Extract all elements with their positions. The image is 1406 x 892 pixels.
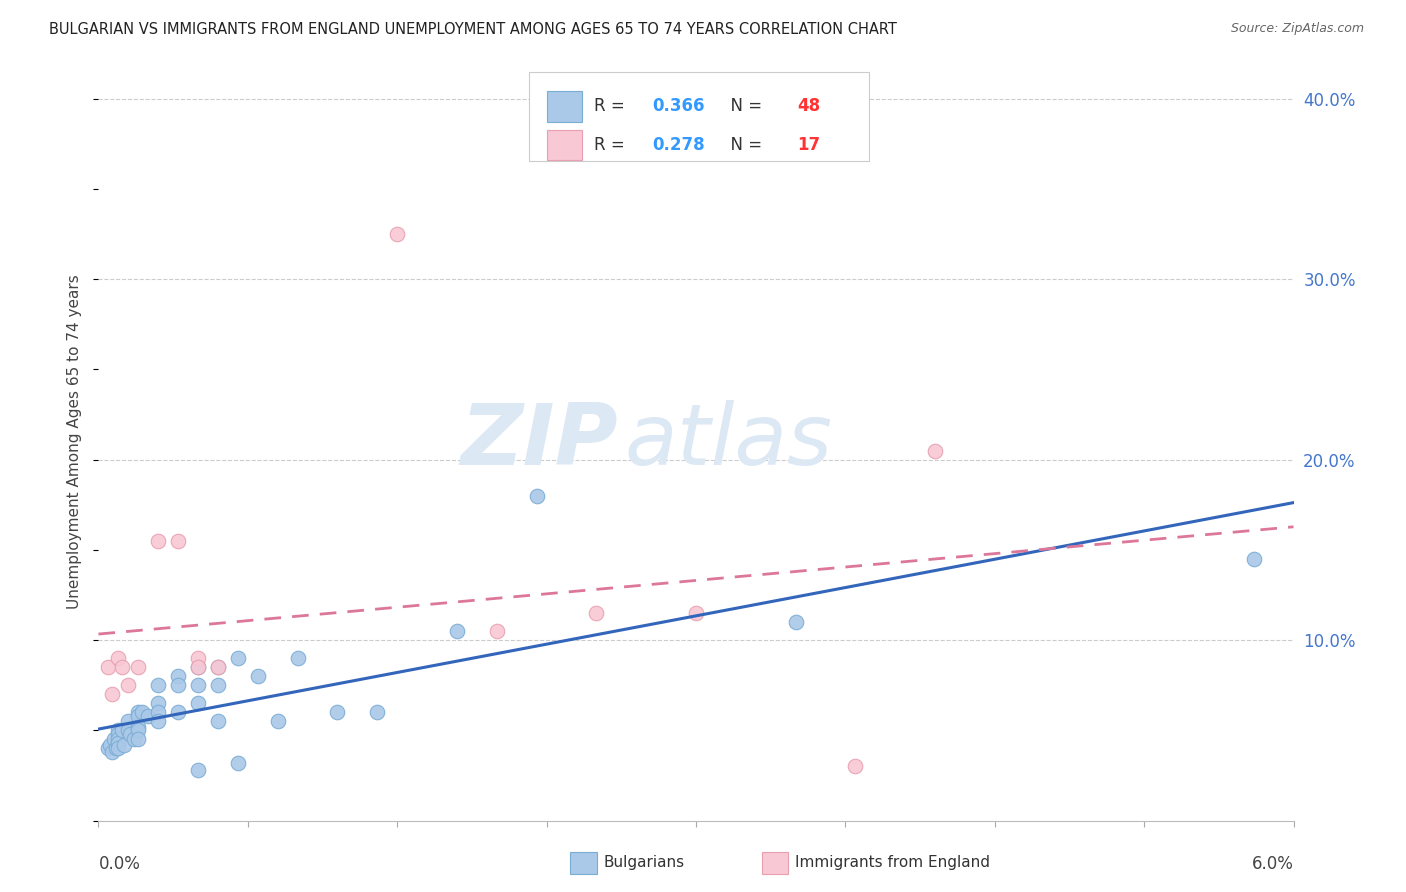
Point — [97, 741, 120, 756]
Point — [98, 738, 122, 752]
Point — [107, 651, 129, 665]
Point — [167, 678, 190, 692]
Point — [101, 745, 124, 759]
Point — [187, 660, 209, 674]
Text: R =: R = — [595, 136, 630, 154]
Point — [366, 706, 388, 720]
Point — [124, 732, 146, 747]
Text: 17: 17 — [797, 136, 821, 154]
Text: Bulgarians: Bulgarians — [605, 855, 685, 870]
Text: 48: 48 — [797, 97, 821, 115]
Bar — [547, 129, 582, 160]
Point — [148, 706, 170, 720]
Text: N =: N = — [720, 97, 768, 115]
Point — [127, 723, 149, 738]
Point — [136, 709, 159, 723]
Point — [585, 606, 607, 620]
Point — [526, 489, 548, 503]
Point — [107, 741, 129, 756]
Point — [103, 732, 125, 747]
Point — [187, 678, 209, 692]
Point — [167, 706, 190, 720]
Point — [107, 723, 129, 738]
Point — [97, 660, 120, 674]
Text: ZIP: ZIP — [461, 400, 619, 483]
Point — [105, 741, 128, 756]
Point — [924, 443, 946, 458]
Point — [111, 660, 134, 674]
Point — [1243, 552, 1265, 566]
Text: Source: ZipAtlas.com: Source: ZipAtlas.com — [1230, 22, 1364, 36]
Point — [785, 615, 807, 629]
Point — [187, 696, 209, 710]
Point — [207, 678, 229, 692]
Point — [844, 759, 866, 773]
FancyBboxPatch shape — [529, 71, 869, 161]
Point — [148, 696, 170, 710]
Point — [685, 606, 707, 620]
Bar — [762, 853, 787, 874]
Point — [127, 660, 149, 674]
Point — [117, 723, 139, 738]
Point — [127, 732, 149, 747]
Y-axis label: Unemployment Among Ages 65 to 74 years: Unemployment Among Ages 65 to 74 years — [67, 274, 83, 609]
Point — [246, 669, 269, 683]
Text: N =: N = — [720, 136, 768, 154]
Bar — [547, 91, 582, 121]
Point — [187, 651, 209, 665]
Point — [107, 736, 129, 750]
Bar — [571, 853, 596, 874]
Point — [120, 727, 142, 741]
Point — [187, 763, 209, 777]
Point — [446, 624, 468, 639]
Point — [127, 709, 149, 723]
Point — [112, 738, 135, 752]
Point — [226, 651, 249, 665]
Point — [131, 706, 153, 720]
Point — [167, 533, 190, 548]
Point — [111, 723, 134, 738]
Point — [101, 687, 124, 701]
Point — [207, 660, 229, 674]
Text: BULGARIAN VS IMMIGRANTS FROM ENGLAND UNEMPLOYMENT AMONG AGES 65 TO 74 YEARS CORR: BULGARIAN VS IMMIGRANTS FROM ENGLAND UNE… — [49, 22, 897, 37]
Point — [207, 714, 229, 729]
Point — [287, 651, 309, 665]
Text: 0.0%: 0.0% — [98, 855, 141, 872]
Text: Immigrants from England: Immigrants from England — [796, 855, 990, 870]
Point — [148, 533, 170, 548]
Point — [117, 678, 139, 692]
Text: atlas: atlas — [624, 400, 832, 483]
Point — [385, 227, 409, 241]
Text: 6.0%: 6.0% — [1251, 855, 1294, 872]
Point — [127, 706, 149, 720]
Point — [485, 624, 508, 639]
Point — [117, 714, 139, 729]
Point — [187, 660, 209, 674]
Point — [107, 732, 129, 747]
Point — [148, 714, 170, 729]
Point — [148, 678, 170, 692]
Point — [167, 669, 190, 683]
Text: 0.366: 0.366 — [652, 97, 704, 115]
Point — [207, 660, 229, 674]
Point — [107, 727, 129, 741]
Point — [326, 706, 349, 720]
Point — [226, 756, 249, 770]
Text: R =: R = — [595, 97, 630, 115]
Point — [267, 714, 290, 729]
Point — [127, 720, 149, 734]
Text: 0.278: 0.278 — [652, 136, 704, 154]
